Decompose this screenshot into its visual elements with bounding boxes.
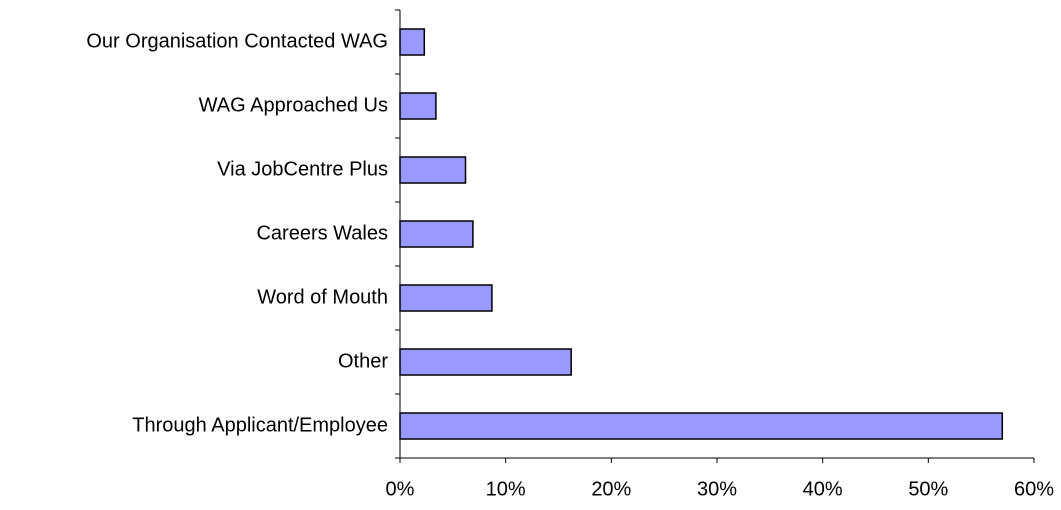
x-tick-label: 0%	[386, 478, 415, 500]
bar	[399, 28, 426, 56]
x-tick-label: 40%	[803, 478, 843, 500]
y-tick-label: Word of Mouth	[257, 286, 388, 308]
x-tick-label: 30%	[697, 478, 737, 500]
x-tick-label: 10%	[486, 478, 526, 500]
bar	[399, 284, 493, 312]
x-tick-label: 50%	[908, 478, 948, 500]
y-tick-label: Other	[338, 350, 388, 372]
bar	[399, 348, 572, 376]
bar	[399, 156, 467, 184]
y-tick-label: Careers Wales	[256, 222, 388, 244]
y-tick-label: WAG Approached Us	[199, 94, 388, 116]
bar	[399, 412, 1004, 440]
bar	[399, 92, 437, 120]
y-tick-label: Via JobCentre Plus	[217, 158, 388, 180]
bar	[399, 220, 474, 248]
y-tick-label: Through Applicant/Employee	[132, 414, 388, 436]
y-tick-label: Our Organisation Contacted WAG	[86, 30, 388, 52]
x-tick-label: 60%	[1014, 478, 1054, 500]
x-tick-label: 20%	[591, 478, 631, 500]
